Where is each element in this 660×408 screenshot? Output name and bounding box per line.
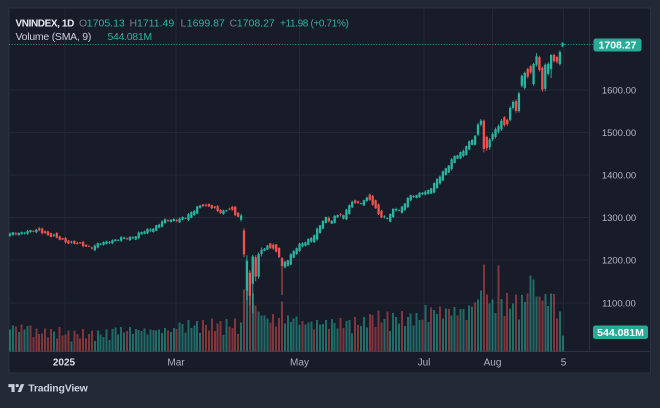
svg-text:1708.27: 1708.27 bbox=[237, 18, 275, 30]
svg-text:1705.13: 1705.13 bbox=[87, 18, 125, 30]
svg-text:1400.00: 1400.00 bbox=[602, 171, 636, 182]
svg-text:C: C bbox=[230, 18, 238, 30]
svg-text:1300.00: 1300.00 bbox=[602, 213, 636, 224]
svg-text:1200.00: 1200.00 bbox=[602, 256, 636, 267]
svg-text:Mar: Mar bbox=[167, 358, 185, 369]
svg-text:Aug: Aug bbox=[484, 358, 502, 369]
svg-text:+11.98 (+0.71%): +11.98 (+0.71%) bbox=[280, 19, 349, 30]
svg-text:O: O bbox=[79, 18, 87, 30]
svg-text:1600.00: 1600.00 bbox=[602, 86, 636, 97]
svg-text:VNINDEX, 1D: VNINDEX, 1D bbox=[16, 19, 75, 30]
svg-text:L: L bbox=[181, 18, 187, 30]
svg-text:1708.27: 1708.27 bbox=[599, 40, 637, 52]
svg-text:Jul: Jul bbox=[418, 358, 431, 369]
svg-text:Volume (SMA, 9): Volume (SMA, 9) bbox=[16, 31, 92, 43]
svg-text:544.081M: 544.081M bbox=[108, 31, 152, 43]
svg-text:TradingView: TradingView bbox=[28, 382, 88, 394]
svg-text:May: May bbox=[290, 358, 309, 369]
svg-text:544.081M: 544.081M bbox=[597, 327, 644, 339]
svg-text:1100.00: 1100.00 bbox=[602, 299, 636, 310]
svg-text:H: H bbox=[130, 18, 138, 30]
svg-text:1711.49: 1711.49 bbox=[137, 18, 174, 30]
svg-text:1500.00: 1500.00 bbox=[602, 128, 636, 139]
svg-text:1699.87: 1699.87 bbox=[187, 18, 225, 30]
svg-text:2025: 2025 bbox=[53, 358, 76, 369]
svg-text:5: 5 bbox=[561, 358, 567, 369]
